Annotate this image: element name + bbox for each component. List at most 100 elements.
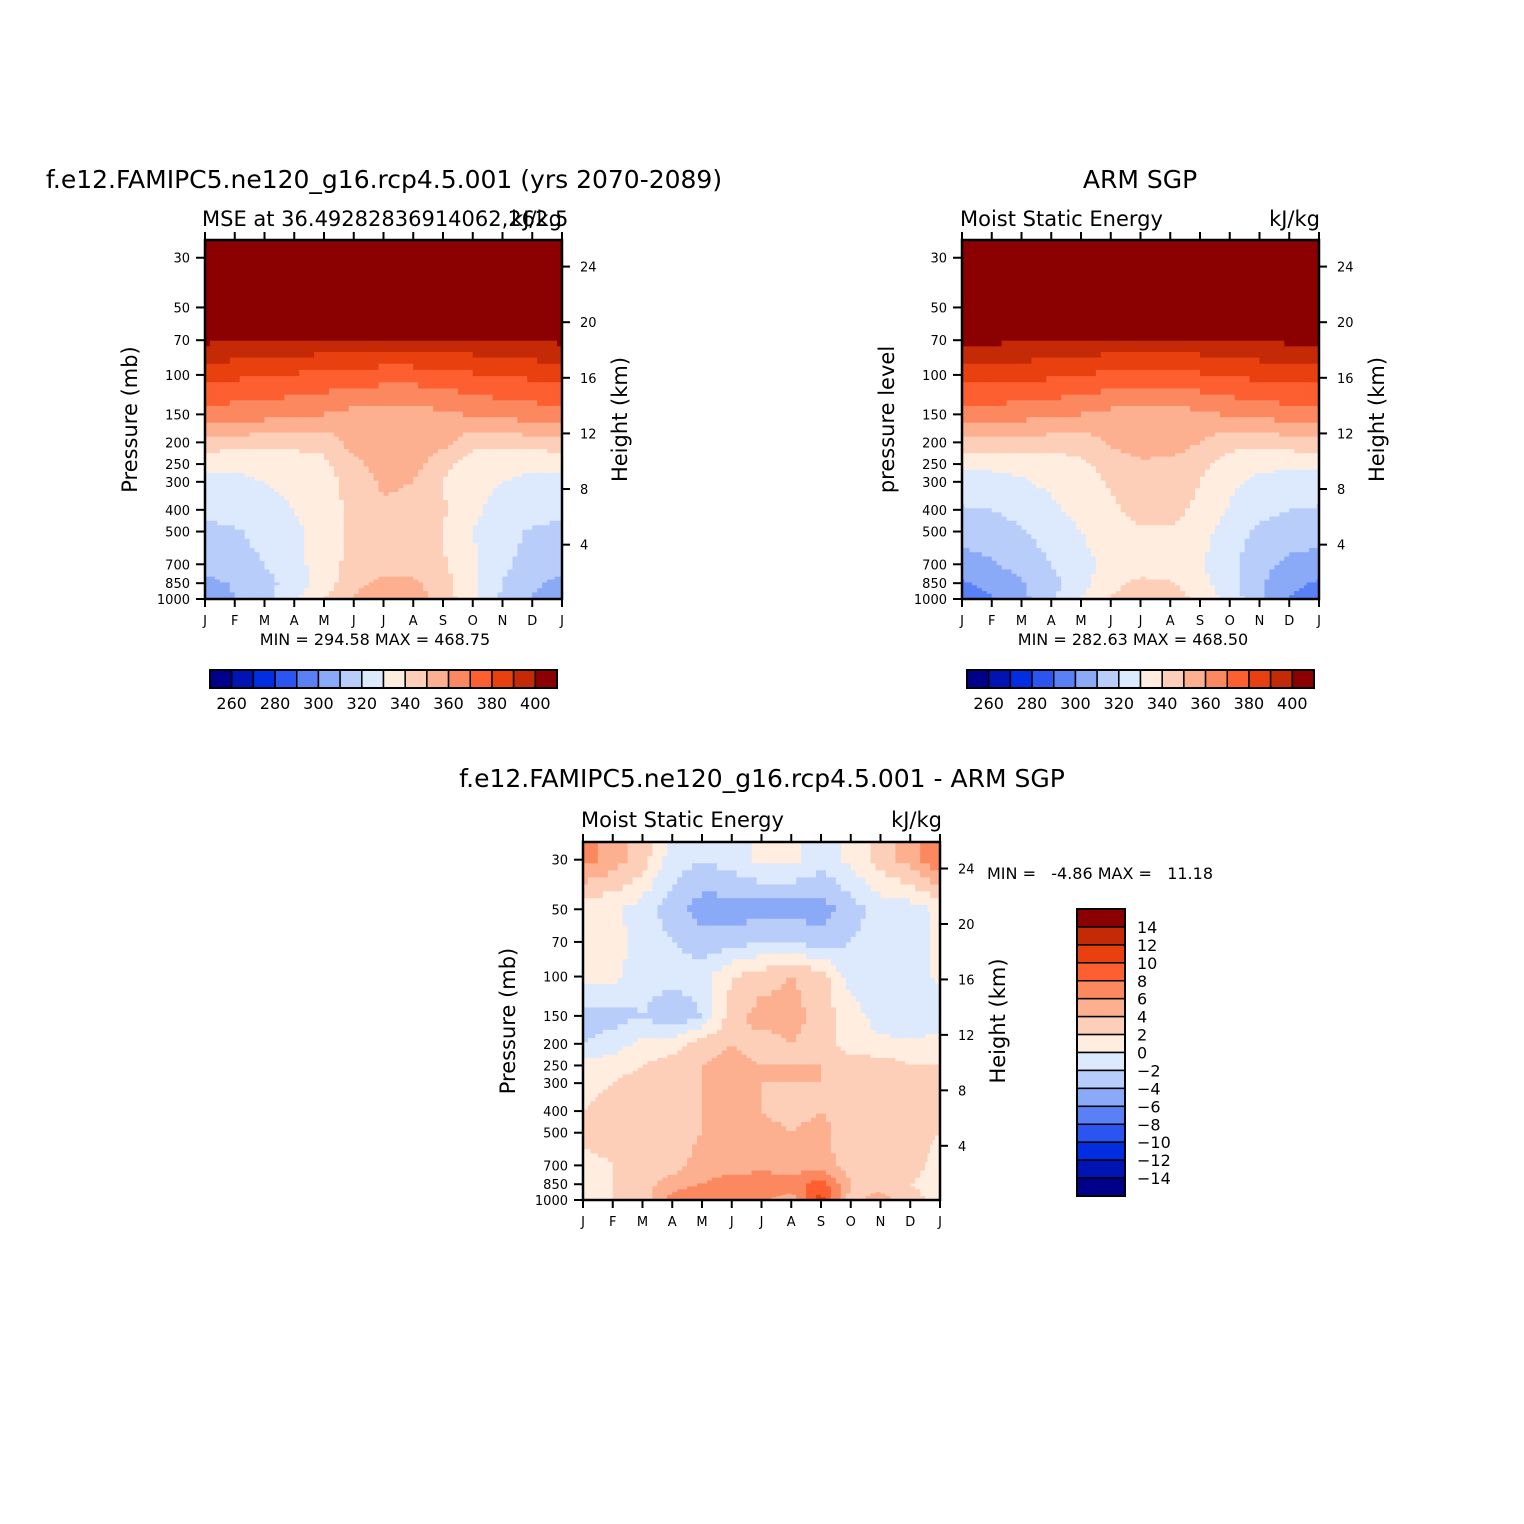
contour-cell [433,275,439,284]
contour-cell [428,329,434,336]
contour-cell [333,261,340,269]
contour-cell [517,303,523,311]
contour-cell [319,400,325,407]
contour-cell [492,268,499,277]
contour-cell [522,400,528,407]
contour-cell [279,463,285,467]
contour-cell [207,476,211,482]
contour-cell [249,289,256,297]
contour-cell [554,296,558,304]
contour-cell [492,508,499,513]
contour-cell [408,351,414,359]
contour-cell [304,268,310,277]
contour-cell [408,405,414,413]
contour-cell [284,275,290,284]
contour-cell [373,296,380,304]
contour-cell [517,529,523,535]
contour-cell [408,565,414,571]
contour-cell [517,436,523,442]
contour-cell [423,316,429,325]
contour-cell [393,388,399,396]
contour-cell [328,538,335,544]
contour-cell [249,499,256,505]
contour-cell [393,303,399,311]
contour-cell [279,495,285,501]
contour-cell [383,472,390,478]
contour-cell [532,512,538,518]
contour-cell [393,323,399,331]
contour-cell [219,440,226,446]
contour-cell [234,240,241,248]
contour-cell [259,495,266,501]
contour-cell [433,529,439,535]
contour-cell [512,469,518,474]
contour-cell [259,254,266,262]
contour-cell [224,369,231,377]
contour-cell [239,323,246,331]
contour-cell [477,520,484,526]
contour-cell [217,357,221,365]
contour-cell [398,254,404,262]
contour-cell [532,499,538,505]
contour-cell [214,529,218,535]
contour-cell [554,538,558,544]
contour-cell [527,240,533,248]
contour-cell [393,459,399,464]
contour-cell [294,268,300,277]
contour-cell [274,504,280,509]
contour-cell [348,495,355,501]
contour-cell [373,466,380,471]
contour-cell [348,499,355,505]
contour-cell [368,466,375,471]
contour-cell [378,556,385,562]
contour-cell [299,422,305,429]
contour-cell [348,543,355,549]
contour-cell [457,240,464,248]
contour-cell [294,469,300,474]
contour-cell [428,516,434,522]
contour-cell [353,346,360,353]
contour-cell [224,463,231,467]
contour-cell [358,282,365,291]
contour-cell [487,453,494,458]
contour-cell [324,351,330,359]
contour-cell [299,525,305,531]
contour-cell [333,449,340,454]
contour-cell [398,428,404,434]
contour-cell [294,376,300,383]
contour-cell [557,340,561,347]
contour-cell [219,340,226,347]
contour-cell [289,444,295,450]
contour-cell [244,400,251,407]
contour-cell [487,357,494,365]
contour-cell [472,316,479,325]
contour-cell [224,340,231,347]
contour-cell [522,268,528,277]
contour-cell [403,495,409,501]
contour-cell [383,488,390,493]
contour-cell [408,335,414,342]
contour-cell [403,480,409,485]
contour-cell [403,363,409,371]
contour-cell [219,405,226,413]
contour-cell [492,247,499,255]
contour-cell [249,240,256,248]
contour-cell [547,512,551,518]
contour-cell [333,275,340,284]
contour-cell [207,303,211,311]
contour-cell [472,268,479,277]
contour-cell [482,400,489,407]
contour-cell [214,303,218,311]
contour-cell [447,466,454,471]
contour-cell [467,417,474,424]
contour-cell [403,543,409,549]
contour-cell [214,476,218,482]
contour-cell [284,310,290,318]
contour-cell [284,261,290,269]
contour-cell [209,504,214,509]
contour-cell [457,436,464,442]
contour-cell [239,466,246,471]
contour-cell [254,534,261,540]
contour-cell [472,432,479,438]
contour-cell [224,534,231,540]
